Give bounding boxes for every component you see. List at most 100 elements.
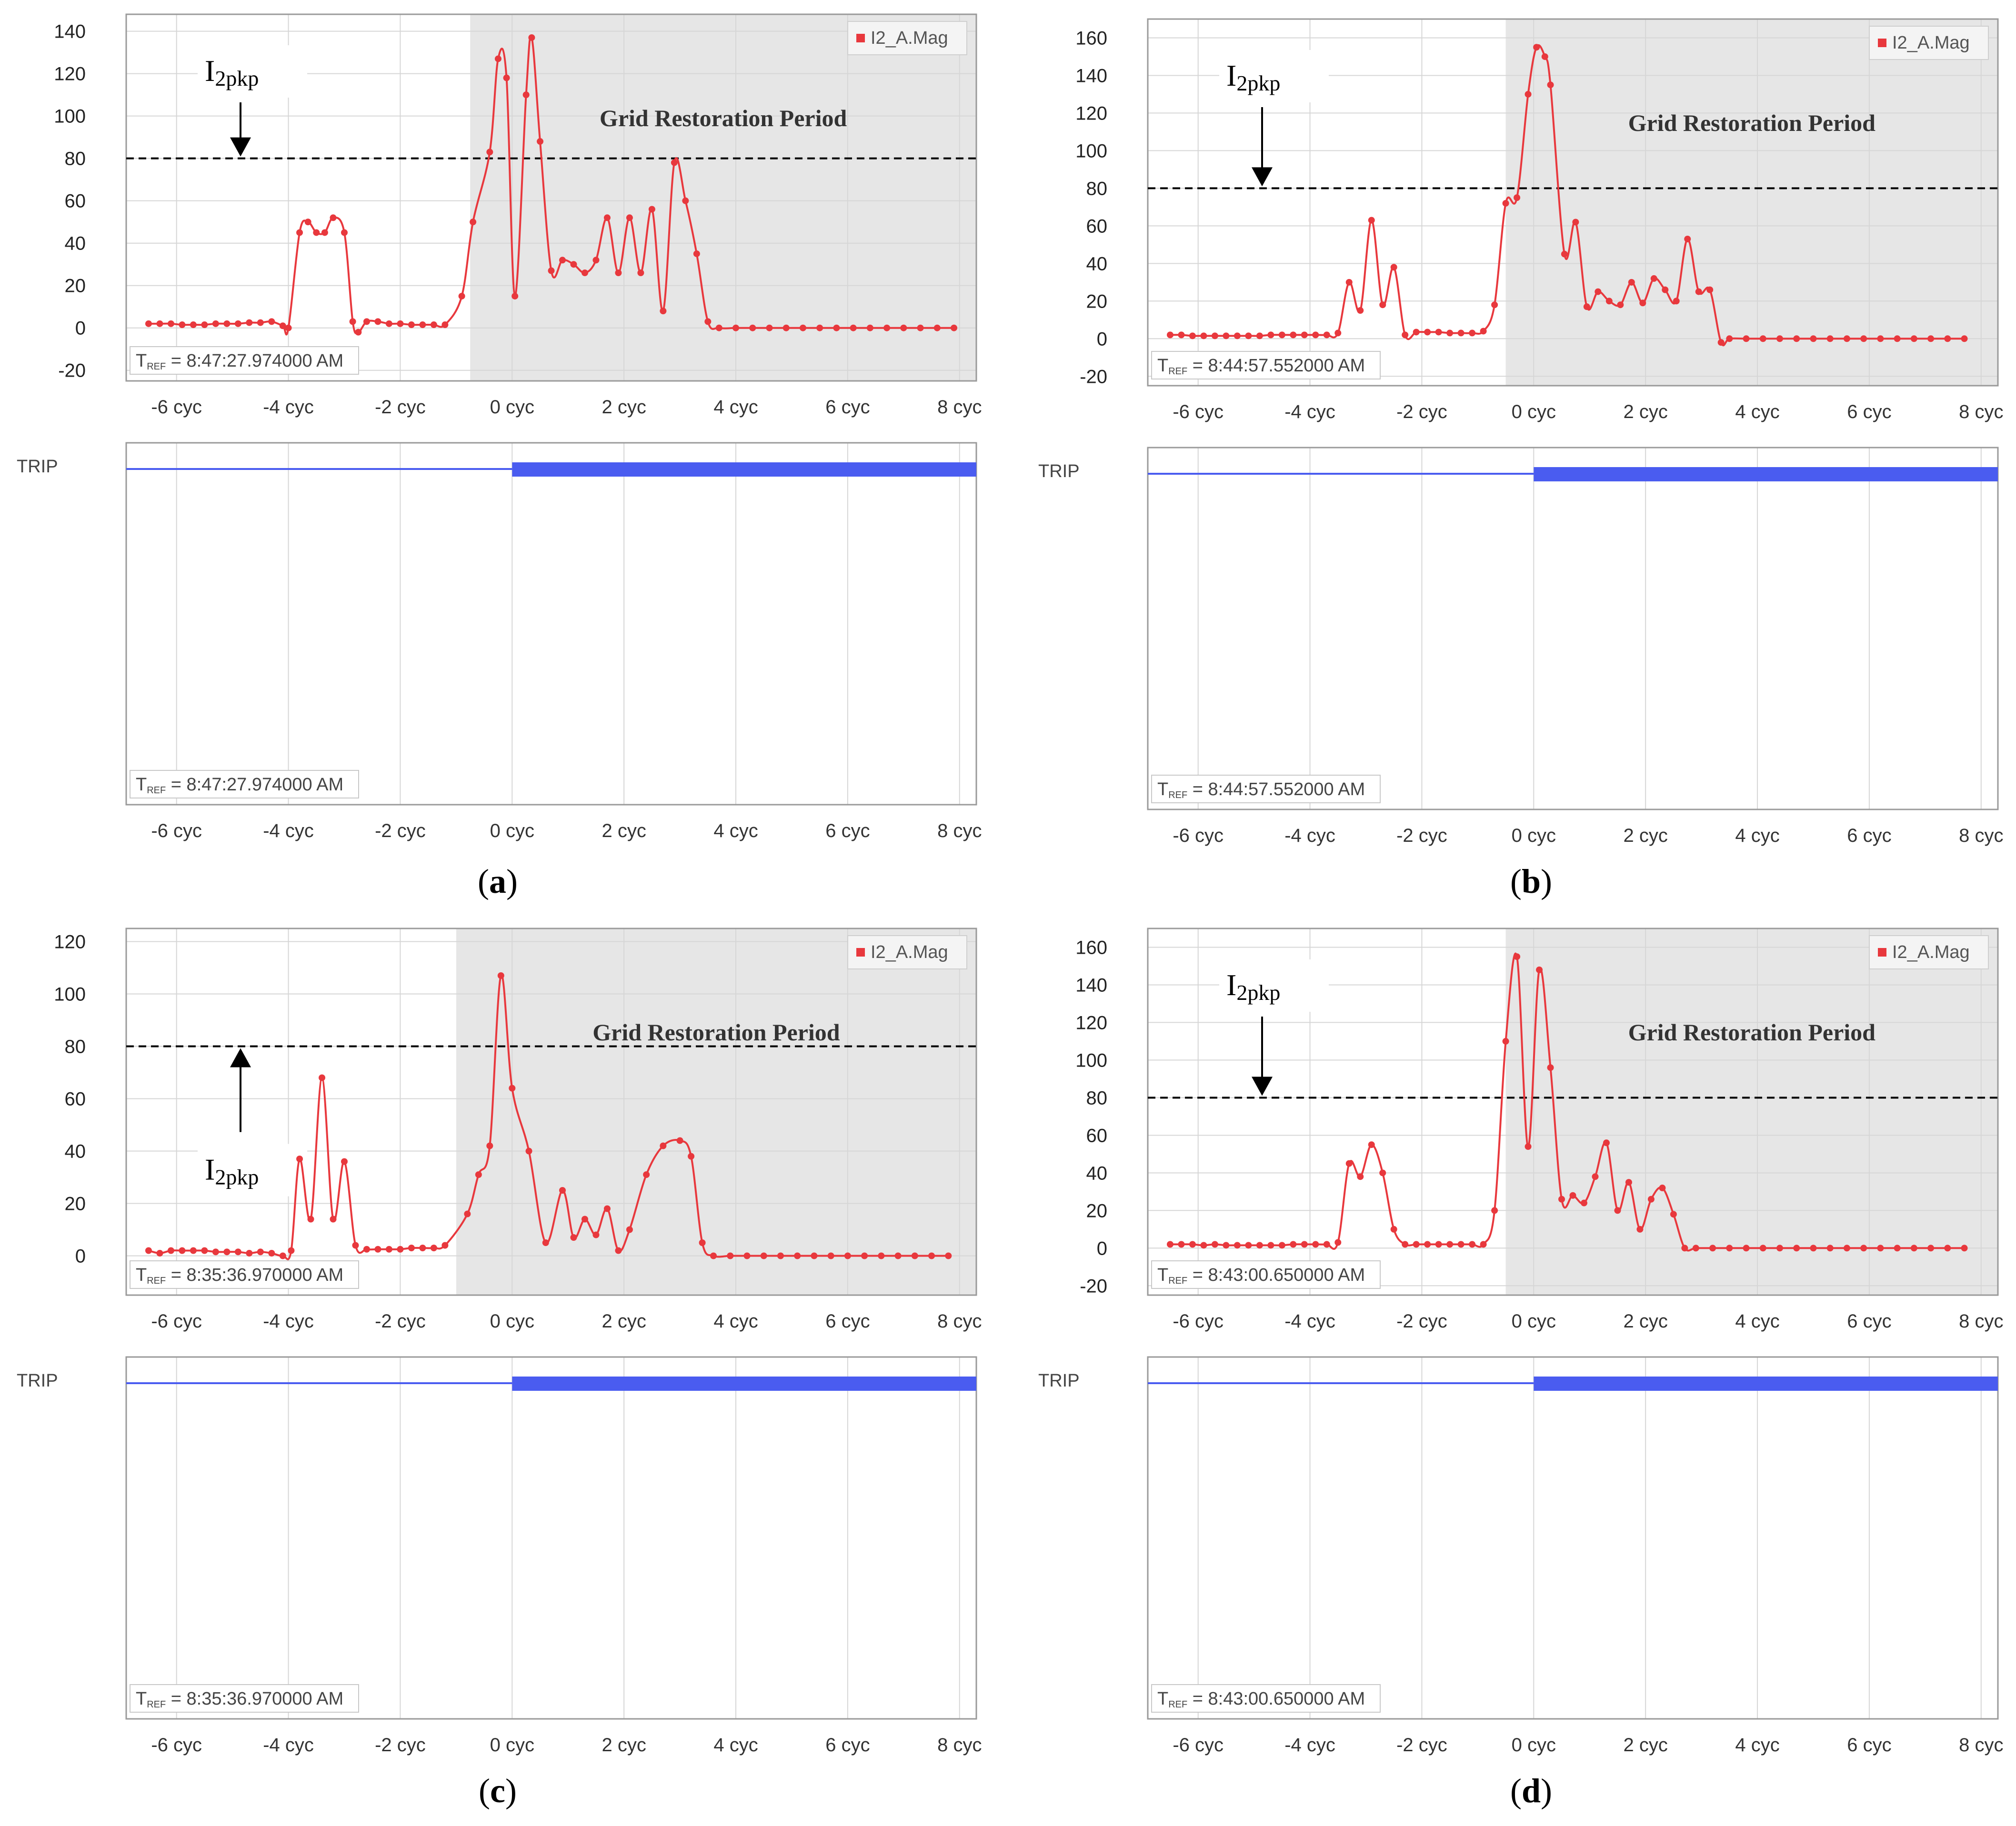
trip-background (1148, 1357, 1998, 1719)
x-tick-label: 2 cyc (602, 397, 646, 418)
data-point (782, 324, 790, 331)
trip-chart: TRIP TREF = 8:35:36.970000 AM -6 cyc -4 cyc… (17, 1356, 982, 1756)
restoration-region (1505, 19, 1998, 386)
x-tick-label: -2 cyc (1396, 401, 1447, 422)
x-tick-label: -4 cyc (263, 1311, 314, 1332)
data-point (486, 1142, 493, 1149)
panel-c-svg: 0 20 40 60 80 100 120 Grid Restoration Period I2… (17, 928, 982, 1756)
data-point (861, 1252, 868, 1259)
data-point (883, 324, 891, 331)
x-tick-label: 2 cyc (1623, 401, 1667, 422)
y-tick-label: 100 (54, 984, 86, 1005)
trip-background (126, 1357, 976, 1719)
data-point (512, 292, 519, 299)
data-point (509, 1085, 516, 1092)
legend (847, 935, 967, 969)
x-tick-label: 2 cyc (1623, 1311, 1667, 1332)
trip-frame (125, 442, 977, 806)
data-point (441, 321, 449, 329)
data-point (525, 1147, 532, 1155)
data-point (307, 1216, 314, 1223)
data-point (1927, 1245, 1935, 1252)
x-tick-label: 6 cyc (1847, 1311, 1891, 1332)
data-point (1357, 1173, 1364, 1180)
data-point (1457, 329, 1464, 337)
data-point (268, 1250, 275, 1257)
panel-d-svg: -20 0 20 40 60 80 100 120 140 160 Grid Restoration… (1038, 928, 2003, 1756)
data-point (1323, 1241, 1330, 1248)
trip-background (1148, 448, 1998, 809)
data-point (246, 1250, 253, 1257)
data-point (648, 206, 655, 213)
data-point (1944, 1245, 1951, 1252)
data-point (1662, 286, 1669, 293)
data-point (1776, 335, 1784, 342)
data-point (1525, 90, 1532, 98)
trip-x-tick-label: 8 cyc (1959, 825, 2003, 846)
data-point (1692, 1245, 1699, 1252)
data-point (179, 321, 186, 329)
tref-label: TREF = 8:44:57.552000 AM (1157, 779, 1365, 800)
data-point (1810, 335, 1817, 342)
tref-label: TREF = 8:44:57.552000 AM (1157, 356, 1365, 377)
trip-x-tick-label: 8 cyc (1959, 1735, 2003, 1756)
tref-box (1151, 1684, 1381, 1713)
trip-x-tick-label: 6 cyc (1847, 1735, 1891, 1756)
data-point (419, 321, 426, 329)
waveform-chart: -20 0 20 40 60 80 100 120 140 Grid Restoration Pe… (54, 13, 982, 418)
data-point (676, 1137, 683, 1144)
data-point (1334, 329, 1342, 337)
pickup-label-backing (1219, 50, 1329, 102)
data-point (643, 1171, 650, 1178)
data-point (933, 324, 941, 331)
y-tick-label: 40 (65, 233, 86, 254)
trip-frame (1147, 447, 1999, 810)
data-point (212, 1248, 219, 1256)
trip-chart: TRIP TREF = 8:47:27.974000 AM -6 cyc -4 cyc… (17, 442, 982, 841)
data-point (799, 324, 806, 331)
y-tick-label: 80 (1086, 1088, 1108, 1108)
data-point (1166, 1241, 1173, 1248)
x-tick-label: 4 cyc (1735, 1311, 1779, 1332)
trip-x-tick-label: 0 cyc (490, 1735, 534, 1756)
data-point (1647, 1196, 1655, 1203)
x-tick-label: 8 cyc (937, 397, 982, 418)
data-point (1894, 1245, 1901, 1252)
x-tick-label: 8 cyc (1959, 1311, 2003, 1332)
data-point (1413, 329, 1420, 336)
data-point (419, 1245, 426, 1251)
x-tick-label: 4 cyc (713, 397, 758, 418)
data-point (660, 1142, 667, 1149)
tref-label: TREF = 8:47:27.974000 AM (136, 351, 343, 372)
data-point (1547, 81, 1554, 89)
data-point (1877, 335, 1884, 342)
data-point (1580, 1199, 1587, 1207)
data-point (900, 324, 907, 331)
data-point (1368, 217, 1375, 224)
data-point (1435, 1241, 1442, 1248)
data-point (458, 292, 465, 299)
x-tick-label: -6 cyc (151, 397, 202, 418)
data-point (682, 197, 689, 204)
x-tick-label: 8 cyc (1959, 401, 2003, 422)
legend (847, 21, 967, 55)
x-tick-label: 0 cyc (490, 397, 534, 418)
trip-x-tick-label: -4 cyc (1284, 1735, 1335, 1756)
data-point (1189, 1241, 1196, 1248)
data-point (1469, 329, 1476, 337)
tref-box (130, 346, 359, 375)
y-tick-label: 0 (1097, 329, 1107, 349)
series-line (1170, 44, 1965, 347)
data-point (475, 1171, 482, 1178)
legend-label: I2_A.Mag (1892, 942, 1970, 962)
data-point (671, 159, 678, 166)
trip-label: TRIP (1038, 461, 1080, 481)
data-point (1267, 1242, 1274, 1249)
data-point (693, 250, 700, 257)
data-point (710, 1252, 717, 1259)
data-point (1681, 1245, 1688, 1252)
y-tick-label: 120 (54, 932, 86, 953)
caption-b: (b) (1510, 862, 1552, 900)
trip-x-tick-label: -2 cyc (375, 1735, 426, 1756)
data-point (296, 1156, 303, 1162)
